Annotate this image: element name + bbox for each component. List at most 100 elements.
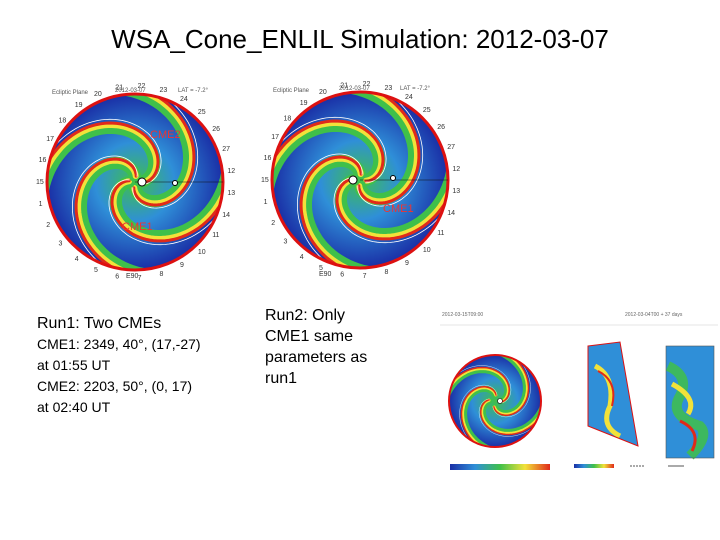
rim-tick-label: 18	[284, 115, 292, 122]
ecliptic-plane-run2: Ecliptic Plane 2012-03-07 LAT = -7.2° CM…	[261, 81, 460, 280]
rim-tick-label: 26	[212, 126, 220, 133]
cme-label: CME1	[122, 221, 153, 233]
rim-tick-label: 14	[222, 212, 230, 219]
run2-line: run1	[265, 370, 298, 387]
run1-line: at 01:55 UT	[37, 357, 111, 373]
rim-tick-label: 16	[39, 157, 47, 164]
simulation-plot-run1: Ecliptic Plane 2012-03-07 LAT = -7.2° CM…	[30, 80, 240, 280]
rim-tick-label: 18	[59, 117, 67, 124]
run2-line: Run2: Only	[265, 307, 346, 324]
rim-tick-label: 1	[264, 199, 268, 206]
spiral-arm	[333, 177, 448, 244]
plane-label-run1: Ecliptic Plane	[52, 90, 89, 96]
spiral-arm	[74, 157, 148, 270]
rim-tick-label: 2	[46, 222, 50, 229]
lat-label-run2: LAT = -7.2°	[400, 86, 431, 92]
run2-line: parameters as	[265, 349, 368, 366]
rim-tick-label: 3	[284, 239, 288, 246]
run1-caption: Run1: Two CMEs CME1: 2349, 40°, (17,-27)…	[37, 313, 247, 418]
rim-tick-label: 7	[138, 275, 142, 280]
rim-tick-label: 27	[447, 144, 455, 151]
spiral-arm	[47, 121, 160, 195]
rim-tick-label: 13	[227, 190, 235, 197]
spiral-arm	[347, 92, 421, 205]
rim-tick-label: 3	[59, 241, 63, 248]
run1-line: CME1: 2349, 40°, (17,-27)	[37, 336, 201, 352]
rim-tick-label: 6	[115, 274, 119, 281]
sun-marker	[348, 175, 358, 185]
spiral-arm	[335, 167, 448, 241]
rim-tick-label: 13	[452, 188, 460, 195]
rim-tick-label: 24	[180, 96, 188, 103]
rim-tick-label: 20	[319, 89, 327, 96]
spiral-arm	[299, 155, 373, 268]
run2-line: CME1 same	[265, 328, 354, 345]
rim-tick-label: 8	[160, 271, 164, 278]
rim-tick-label: 9	[405, 260, 409, 267]
rim-tick-label: 10	[198, 249, 206, 256]
rim-tick-label: 2	[271, 220, 275, 227]
spiral-arm	[122, 94, 196, 207]
time-label-run2: 2012-03-07	[339, 86, 370, 92]
rim-tick-label: 15	[261, 177, 269, 184]
cme-label: CME2	[150, 129, 181, 141]
earth-marker	[172, 180, 178, 186]
spiral-arm	[47, 118, 162, 185]
rim-tick-label: 12	[227, 168, 235, 175]
spiral-arm	[272, 119, 385, 193]
rim-tick-label: 4	[75, 256, 79, 263]
rim-tick-label: 17	[271, 134, 279, 141]
spiral-arm	[71, 155, 138, 270]
rim-tick-label: 24	[405, 94, 413, 101]
sun-marker	[137, 177, 147, 187]
rim-tick-label: 7	[363, 273, 367, 280]
rim-tick-label: 4	[300, 254, 304, 261]
rim-tick-label: 17	[46, 136, 54, 143]
right-time-label: 2012-03-04T00 + 37 days	[625, 312, 683, 318]
rim-tick-label: 1	[39, 201, 43, 208]
rim-tick-label: 20	[94, 91, 102, 98]
rim-tick-label: 26	[437, 124, 445, 131]
rim-tick-label: 25	[423, 107, 431, 114]
rim-tick-label: 15	[36, 179, 44, 186]
rim-tick-label: 22	[138, 83, 146, 90]
rim-tick-label: 12	[452, 166, 460, 173]
rim-tick-label: 21	[115, 85, 123, 92]
page-title: WSA_Cone_ENLIL Simulation: 2012-03-07	[111, 24, 609, 54]
rim-tick-label: 11	[437, 230, 444, 237]
rim-tick-label: 16	[264, 155, 272, 162]
composite-simulation-panel: 2012-03-15T09:00 2012-03-04T00 + 37 days	[440, 306, 718, 482]
run2-caption: Run2: Only CME1 same parameters as run1	[265, 305, 415, 389]
rim-tick-label: 5	[94, 267, 98, 274]
rim-tick-label: 8	[385, 269, 389, 276]
rim-tick-label: 14	[447, 210, 455, 217]
colorbar	[450, 464, 550, 470]
earth-marker	[390, 175, 396, 181]
rim-tick-label: 22	[363, 81, 371, 88]
spiral-arm	[296, 153, 363, 268]
lat-label-run1: LAT = -7.2°	[178, 88, 209, 94]
run1-line: at 02:40 UT	[37, 399, 111, 415]
rim-tick-label: 11	[212, 232, 219, 239]
spiral-arm	[110, 169, 223, 243]
small-heliosphere-disk	[449, 355, 541, 447]
rim-tick-label: 23	[160, 87, 168, 94]
left-time-label: 2012-03-15T09:00	[442, 312, 483, 318]
rim-tick-label: 5	[319, 265, 323, 272]
rim-tick-label: 27	[222, 146, 230, 153]
rim-tick-label: 25	[198, 109, 206, 116]
rim-tick-label: 19	[75, 102, 83, 109]
run1-line: CME2: 2203, 50°, (0, 17)	[37, 378, 193, 394]
spiral-arm	[132, 94, 199, 209]
rim-tick-label: 6	[340, 272, 344, 279]
rim-tick-label: 10	[423, 247, 431, 254]
composite-figure: 2012-03-15T09:00 2012-03-04T00 + 37 days	[440, 312, 718, 470]
rim-tick-label: 9	[180, 262, 184, 269]
spiral-arm	[357, 92, 424, 207]
rim-tick-label: 21	[340, 83, 348, 90]
spiral-arm	[272, 116, 387, 183]
rim-tick-label: 19	[300, 100, 308, 107]
ecliptic-plane-run1: Ecliptic Plane 2012-03-07 LAT = -7.2° CM…	[36, 83, 235, 281]
simulation-plot-run2: Ecliptic Plane 2012-03-07 LAT = -7.2° CM…	[255, 80, 465, 280]
plane-label-run2: Ecliptic Plane	[273, 88, 310, 94]
